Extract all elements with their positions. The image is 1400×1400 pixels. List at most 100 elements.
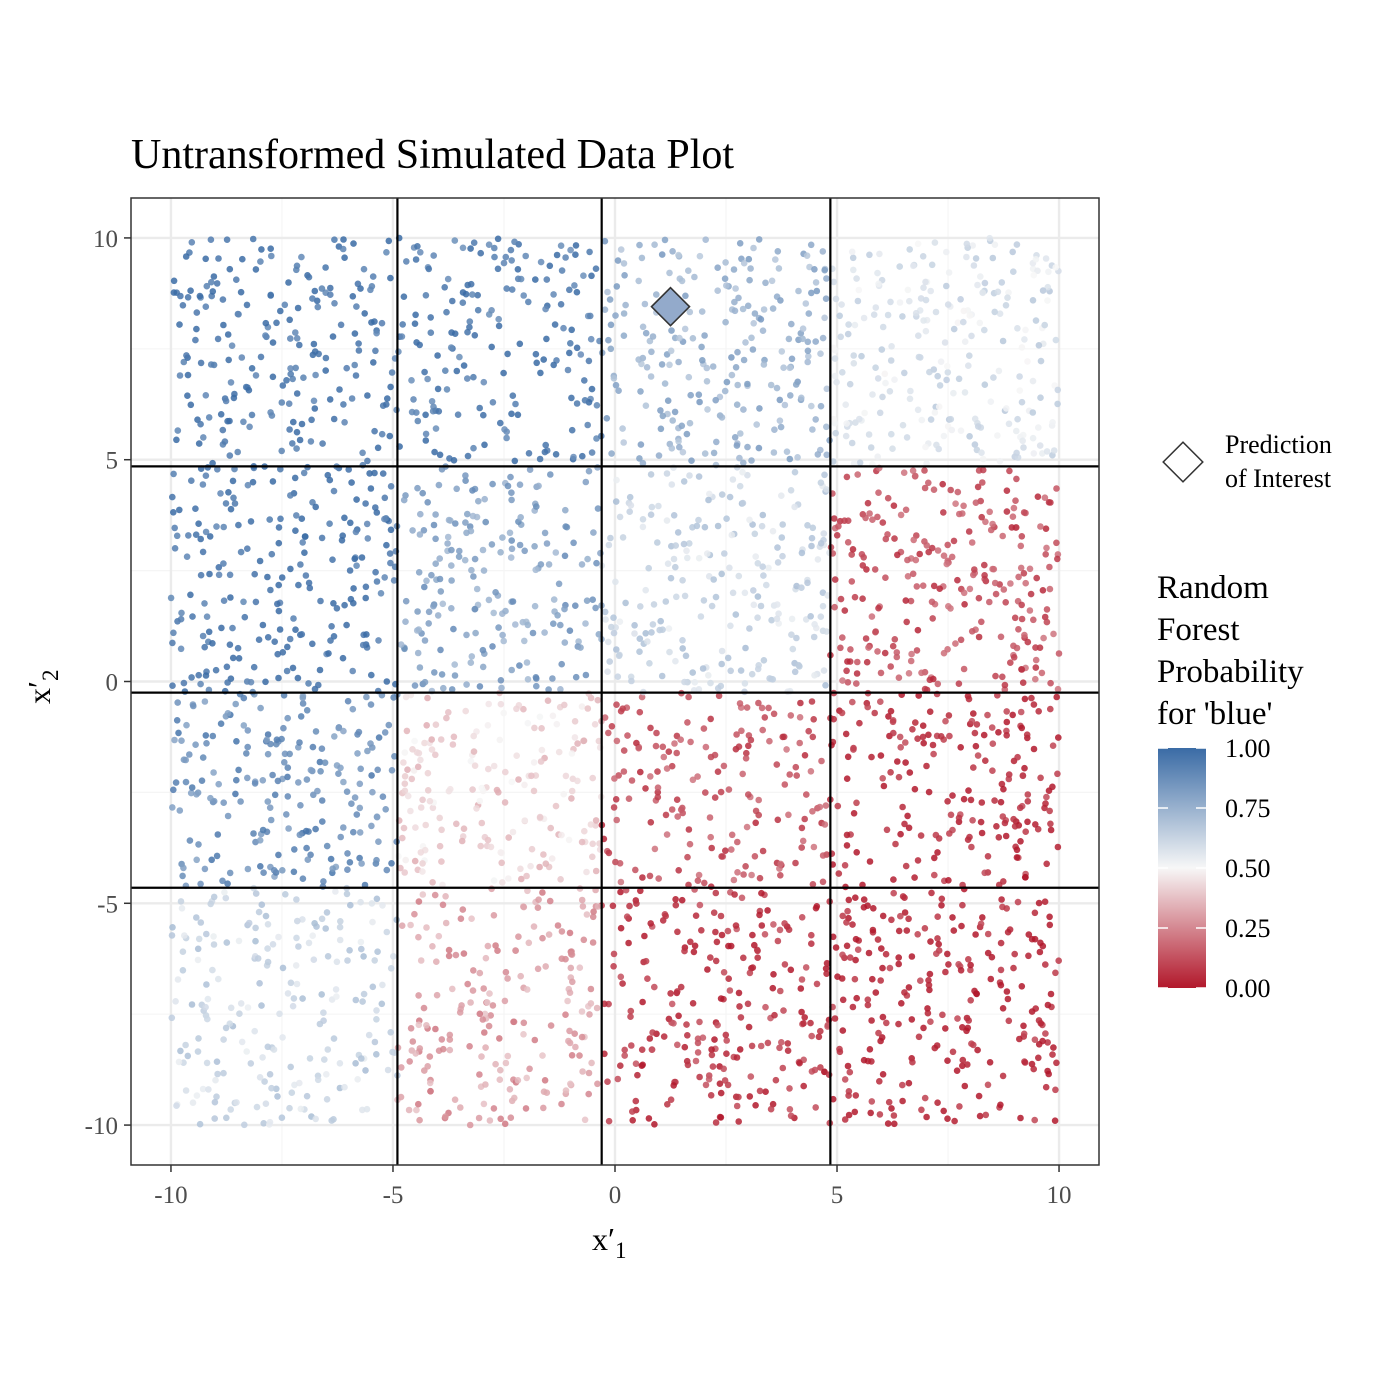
data-point xyxy=(578,1033,586,1041)
data-point xyxy=(299,916,306,923)
data-point xyxy=(648,629,655,636)
data-point xyxy=(696,1018,703,1026)
data-point xyxy=(980,731,988,739)
data-point xyxy=(310,340,318,348)
data-point xyxy=(424,499,432,506)
data-point xyxy=(423,722,431,729)
data-point xyxy=(998,896,1005,903)
data-point xyxy=(421,637,429,644)
data-point xyxy=(456,1009,464,1016)
data-point xyxy=(1037,774,1044,782)
data-point xyxy=(974,1046,981,1054)
data-point xyxy=(544,697,552,704)
data-point xyxy=(930,486,938,494)
data-point xyxy=(946,830,953,837)
data-point xyxy=(961,601,968,608)
data-point xyxy=(375,734,383,741)
data-point xyxy=(206,533,214,540)
data-point xyxy=(648,1046,656,1053)
data-point xyxy=(807,768,815,775)
data-point xyxy=(277,465,284,473)
data-point xyxy=(209,288,217,295)
data-point xyxy=(734,348,741,356)
data-point xyxy=(353,496,360,503)
data-point xyxy=(906,246,913,253)
data-point xyxy=(532,350,540,358)
data-point xyxy=(704,966,711,973)
data-point xyxy=(274,600,281,608)
data-point xyxy=(714,685,722,692)
data-point xyxy=(484,999,491,1006)
data-point xyxy=(823,275,830,282)
data-point xyxy=(776,417,784,425)
data-point xyxy=(546,262,554,270)
data-point xyxy=(760,361,768,368)
data-point xyxy=(1053,693,1060,701)
data-point xyxy=(495,315,503,323)
data-point xyxy=(329,865,337,872)
data-point xyxy=(336,936,344,944)
data-point xyxy=(257,353,265,361)
data-point xyxy=(446,1031,454,1039)
data-point xyxy=(490,762,498,770)
data-point xyxy=(589,774,596,782)
data-point xyxy=(872,304,880,311)
data-point xyxy=(471,762,479,769)
data-point xyxy=(1034,825,1042,833)
data-point xyxy=(214,466,221,473)
data-point xyxy=(173,717,181,724)
data-point xyxy=(266,1071,274,1078)
data-point xyxy=(850,360,858,367)
data-point xyxy=(636,455,643,462)
data-point xyxy=(701,879,708,887)
data-point xyxy=(573,400,581,407)
data-point xyxy=(241,613,249,621)
data-point xyxy=(968,843,975,851)
data-point xyxy=(850,460,858,467)
data-point xyxy=(915,692,922,699)
data-point xyxy=(174,699,181,706)
data-point xyxy=(568,426,576,434)
data-point xyxy=(1021,695,1029,703)
data-point xyxy=(273,319,280,327)
data-point xyxy=(986,508,993,516)
data-point xyxy=(264,798,272,805)
data-point xyxy=(287,335,294,342)
data-point xyxy=(746,516,753,524)
data-point xyxy=(436,451,444,459)
data-point xyxy=(901,369,908,377)
data-point xyxy=(817,1027,824,1035)
data-point xyxy=(607,345,615,353)
data-point xyxy=(444,533,452,541)
data-point xyxy=(707,954,714,961)
data-point xyxy=(820,530,828,537)
data-point xyxy=(874,648,881,655)
data-point xyxy=(1005,420,1013,428)
data-point xyxy=(728,846,735,853)
data-point xyxy=(1044,283,1052,291)
data-point xyxy=(331,300,338,307)
data-point xyxy=(478,819,486,827)
data-point xyxy=(1055,734,1062,741)
data-point xyxy=(778,1039,785,1046)
data-point xyxy=(921,1094,929,1102)
data-point xyxy=(309,499,316,506)
data-point xyxy=(1027,590,1035,598)
data-point xyxy=(497,677,505,684)
data-point xyxy=(348,395,356,402)
data-point xyxy=(866,858,874,865)
data-point xyxy=(171,524,178,532)
data-point xyxy=(207,236,215,243)
data-point xyxy=(641,300,649,308)
data-point xyxy=(786,771,793,778)
data-point xyxy=(274,777,282,785)
data-point xyxy=(322,367,330,374)
data-point xyxy=(672,901,680,909)
data-point xyxy=(387,965,395,972)
data-point xyxy=(416,1045,424,1052)
data-point xyxy=(178,905,186,912)
data-point xyxy=(181,932,188,939)
data-point xyxy=(386,432,394,440)
data-point xyxy=(817,350,824,358)
data-point xyxy=(958,922,965,930)
